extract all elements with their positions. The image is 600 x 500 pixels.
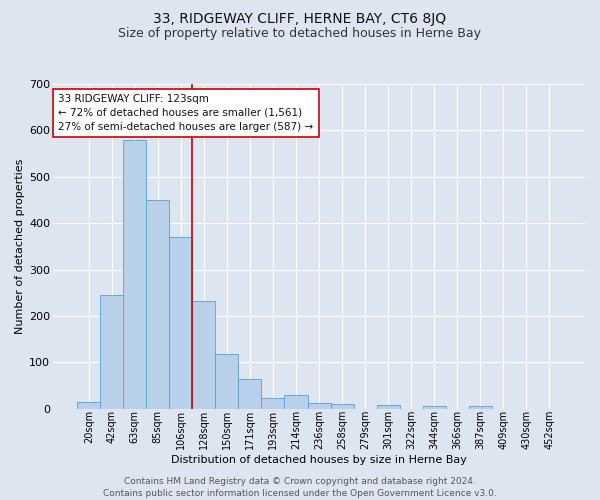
- Text: 33 RIDGEWAY CLIFF: 123sqm
← 72% of detached houses are smaller (1,561)
27% of se: 33 RIDGEWAY CLIFF: 123sqm ← 72% of detac…: [58, 94, 314, 132]
- Bar: [169, 237, 193, 408]
- Bar: [331, 404, 353, 408]
- Bar: [124, 140, 146, 408]
- Text: Size of property relative to detached houses in Herne Bay: Size of property relative to detached ho…: [119, 28, 482, 40]
- Bar: [146, 200, 169, 408]
- Bar: [193, 300, 215, 408]
- Bar: [308, 403, 331, 408]
- Bar: [377, 405, 400, 408]
- Bar: [215, 354, 238, 408]
- Bar: [469, 406, 492, 408]
- Y-axis label: Number of detached properties: Number of detached properties: [15, 158, 25, 334]
- Text: Contains HM Land Registry data © Crown copyright and database right 2024.
Contai: Contains HM Land Registry data © Crown c…: [103, 476, 497, 498]
- X-axis label: Distribution of detached houses by size in Herne Bay: Distribution of detached houses by size …: [171, 455, 467, 465]
- Text: 33, RIDGEWAY CLIFF, HERNE BAY, CT6 8JQ: 33, RIDGEWAY CLIFF, HERNE BAY, CT6 8JQ: [154, 12, 446, 26]
- Bar: [262, 398, 284, 408]
- Bar: [100, 294, 124, 408]
- Bar: [284, 395, 308, 408]
- Bar: [422, 406, 446, 408]
- Bar: [238, 378, 262, 408]
- Bar: [77, 402, 100, 408]
